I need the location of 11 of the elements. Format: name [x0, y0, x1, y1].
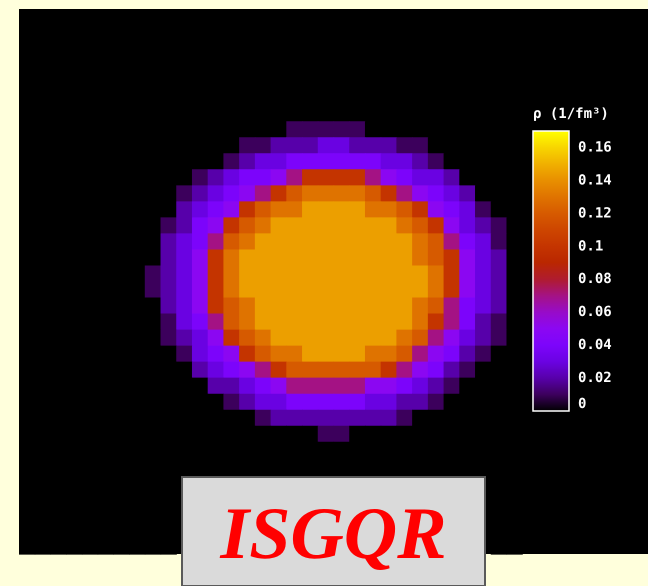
annotation: ISGQR [219, 493, 447, 575]
color-bar-label: 0.16 [578, 139, 612, 156]
color-bar-label: 0.06 [578, 304, 612, 320]
color-bar-label: 0.08 [578, 271, 612, 288]
color-bar-label: 0.02 [578, 370, 612, 386]
color-bar-label: 0.04 [578, 337, 612, 354]
color-bar-label: 0.12 [578, 205, 612, 222]
color-bar-title: ρ (1/fm³) [533, 106, 609, 122]
color-bar-label: 0.14 [578, 172, 612, 188]
color-bar-label: 0 [578, 396, 586, 412]
color-bar-label: 0.1 [578, 238, 604, 254]
